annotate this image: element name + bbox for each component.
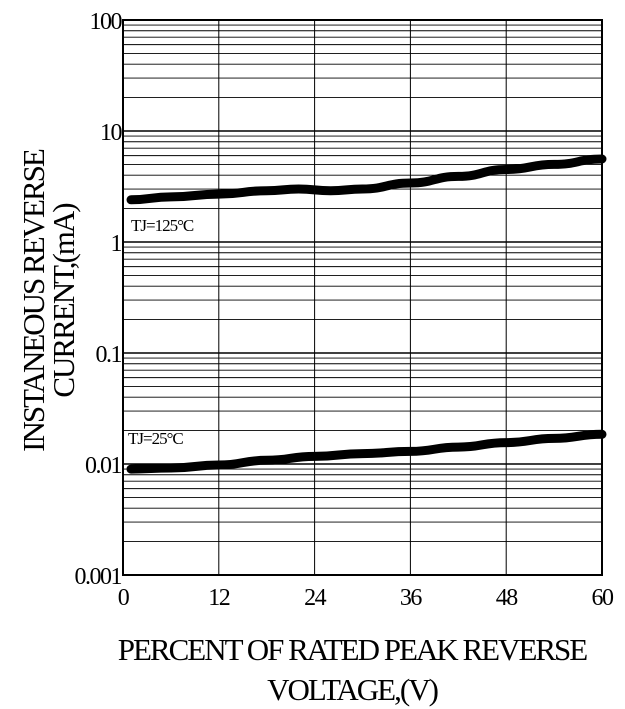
y-tick-label: 0.01 — [85, 453, 122, 479]
x-tick-label: 24 — [304, 585, 327, 611]
y-tick-label: 10 — [100, 120, 123, 146]
x-tick-label: 60 — [592, 585, 615, 611]
x-tick-labels: 0 12 24 36 48 60 — [118, 585, 616, 611]
series-label-125c: TJ=125°C — [131, 216, 194, 235]
y-axis-title-line-2: CURRENT,(mA) — [46, 204, 81, 398]
y-tick-labels: 0.001 0.01 0.1 1 10 100 — [75, 9, 125, 590]
x-tick-label: 36 — [400, 585, 423, 611]
series-label-25c: TJ=25°C — [128, 429, 183, 448]
y-tick-label: 0.001 — [75, 564, 122, 590]
x-axis-title-line-2: VOLTAGE,(V) — [267, 672, 437, 707]
x-tick-label: 48 — [496, 585, 519, 611]
y-axis-title-line-1: INSTANEOUS REVERSE — [16, 149, 51, 452]
y-tick-label: 1 — [111, 231, 122, 257]
series-lines — [126, 154, 607, 474]
x-axis-title-line-1: PERCENT OF RATED PEAK REVERSE — [118, 632, 588, 667]
plot-area-frame — [122, 19, 603, 576]
x-tick-label: 0 — [118, 585, 130, 611]
x-tick-label: 12 — [208, 585, 230, 611]
series-line-0 — [126, 154, 607, 205]
series-line-1 — [126, 429, 607, 474]
grid-lines — [122, 20, 603, 576]
y-tick-label: 0.1 — [96, 342, 122, 368]
y-tick-label: 100 — [90, 9, 123, 35]
